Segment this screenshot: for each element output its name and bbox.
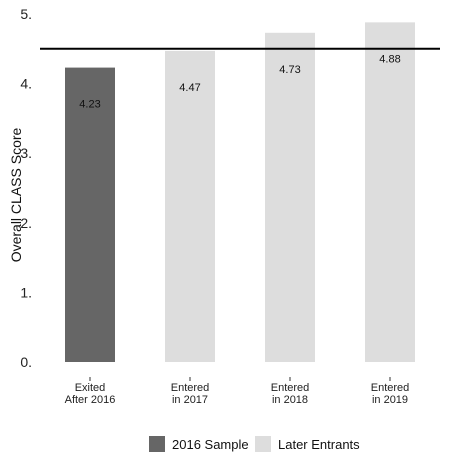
y-axis: 0. 1. 2. 3. 4. 5. (20, 6, 32, 370)
bar-value-label: 4.47 (179, 82, 200, 94)
y-tick-label: 4. (20, 76, 32, 92)
y-tick-label: 0. (20, 354, 32, 370)
bar-value-label: 4.88 (379, 53, 400, 65)
bar-value-label: 4.73 (279, 64, 300, 76)
bar (265, 32, 315, 363)
x-tick-label: Exited (75, 382, 106, 394)
bars: 4.23 4.47 4.73 4.88 (40, 22, 440, 363)
x-tick-label: in 2019 (372, 394, 408, 406)
y-tick-label: 2. (20, 215, 32, 231)
legend-label: 2016 Sample (172, 437, 249, 452)
x-tick-label: in 2017 (172, 394, 208, 406)
bar (365, 22, 415, 363)
x-tick-label: Entered (171, 382, 210, 394)
legend-swatch (255, 436, 271, 452)
y-axis-title: Overall CLASS Score (8, 127, 24, 262)
x-tick-label: Entered (271, 382, 310, 394)
legend-label: Later Entrants (278, 437, 360, 452)
x-tick-label: Entered (371, 382, 410, 394)
bar (165, 50, 215, 362)
x-tick-label: After 2016 (65, 394, 116, 406)
legend: 2016 Sample Later Entrants (149, 436, 360, 452)
y-tick-label: 5. (20, 6, 32, 22)
legend-swatch (149, 436, 165, 452)
bar (65, 67, 115, 362)
y-tick-label: 3. (20, 145, 32, 161)
x-tick-label: in 2018 (272, 394, 308, 406)
bar-value-label: 4.23 (79, 99, 100, 111)
y-tick-label: 1. (20, 284, 32, 300)
